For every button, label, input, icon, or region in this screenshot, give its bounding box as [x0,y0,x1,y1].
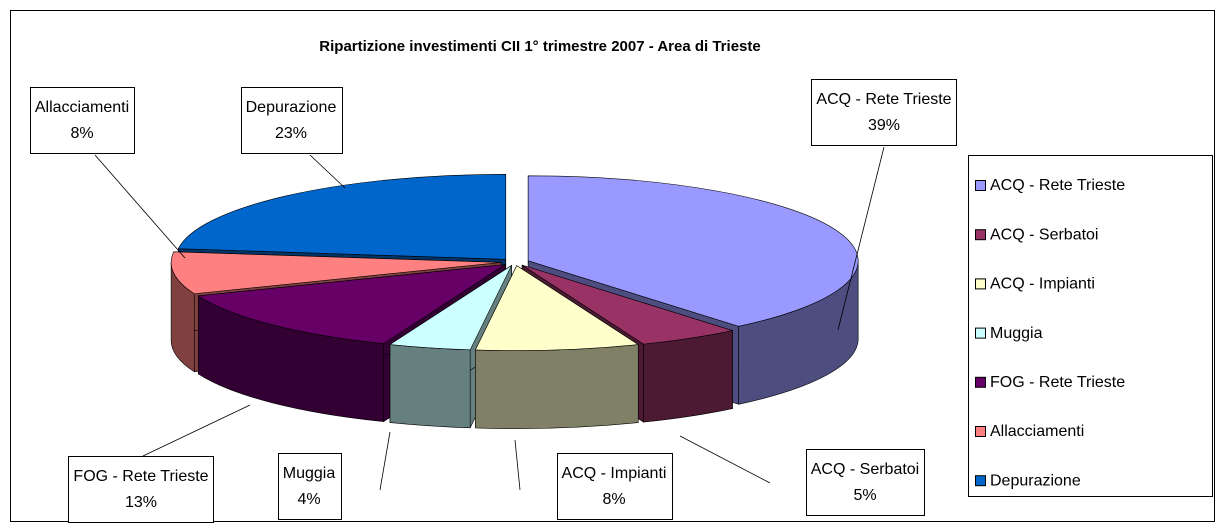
pie [170,173,859,429]
data-label-name: FOG - Rete Trieste [73,468,208,485]
data-label: ACQ - Serbatoi 5% [806,449,925,516]
data-label-name: ACQ - Rete Trieste [816,91,951,108]
data-label: Depurazione 23% [241,87,343,154]
legend-swatch [975,475,986,487]
leader-line [837,146,885,331]
data-label: ACQ - Impianti 8% [557,453,673,520]
slice [521,264,734,345]
legend-box [968,155,1213,497]
data-label-value: 4% [297,491,320,508]
leader-line [679,435,771,484]
legend-label: Muggia [990,325,1043,342]
data-label-value: 8% [70,125,93,142]
slice [474,265,640,351]
legend-swatch [975,327,986,339]
data-label: ACQ - Rete Trieste 39% [811,79,957,146]
slice [389,264,513,351]
data-label-box [68,456,214,523]
leader-line [142,404,251,457]
slice [527,175,859,327]
data-label-box [557,453,673,520]
legend-label: ACQ - Impianti [990,276,1095,293]
data-label: Muggia 4% [278,453,342,520]
legend-swatch [975,426,986,437]
data-label-box [278,453,342,520]
legend-swatch [975,278,986,290]
slice [197,264,506,344]
chart-title: Ripartizione investimenti CII 1° trimest… [319,38,760,55]
legend-label: FOG - Rete Trieste [990,374,1125,391]
data-label: Allacciamenti 8% [30,87,135,154]
leader-line [309,154,346,189]
data-label-name: Allacciamenti [35,99,129,116]
leader-line [514,439,521,491]
data-label-value: 39% [868,117,900,134]
slice-side [389,344,471,429]
legend-swatch [975,229,986,241]
legend-label: Allacciamenti [990,423,1084,440]
data-label-box [241,87,343,154]
data-label-value: 13% [125,494,157,511]
data-label-value: 23% [275,125,307,142]
data-label-value: 8% [602,491,625,508]
legend-swatch [975,180,986,191]
slice-side [475,344,639,429]
leader-line [379,431,391,491]
slice-side [643,330,733,423]
data-label-box [30,87,135,154]
data-label-name: Muggia [283,465,336,482]
data-label-name: Depurazione [246,99,337,116]
slice [177,173,507,260]
data-label-name: ACQ - Serbatoi [811,461,919,478]
data-label: FOG - Rete Trieste 13% [68,456,214,523]
data-label-value: 5% [853,487,876,504]
legend-swatch [975,376,986,388]
slice [170,251,502,295]
data-label-box [806,449,925,516]
legend-label: Depurazione [990,472,1081,489]
data-label-name: ACQ - Impianti [562,465,667,482]
leader-line [94,154,186,259]
legend-label: ACQ - Serbatoi [990,226,1098,243]
data-label-box [811,79,957,146]
legend-label: ACQ - Rete Trieste [990,177,1125,194]
